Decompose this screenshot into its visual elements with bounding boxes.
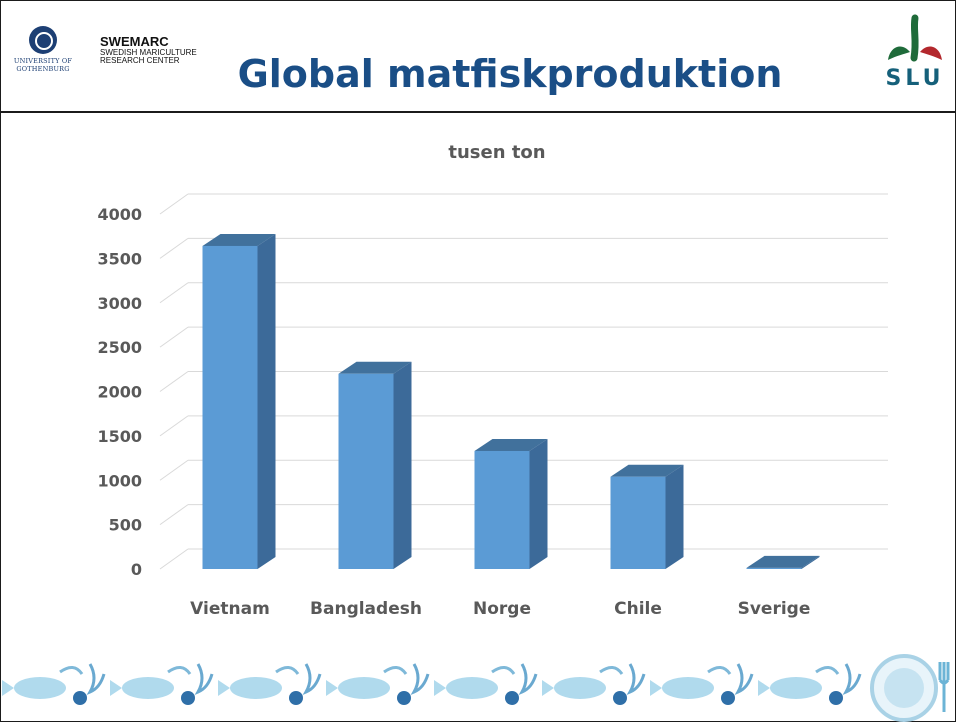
swemarc-name: SWEMARC — [100, 34, 169, 49]
x-tick-label: Bangladesh — [310, 599, 422, 619]
swemarc-logo: SWEMARC SWEDISH MARICULTURE RESEARCH CEN… — [100, 35, 197, 65]
crab-icon — [289, 691, 303, 705]
bar-top — [202, 233, 276, 246]
fish-icon — [122, 677, 174, 699]
gridline-depth — [159, 326, 189, 348]
bar — [610, 476, 666, 569]
university-name-line1: UNIVERSITY OF — [13, 57, 73, 65]
y-tick-label: 3500 — [97, 249, 142, 268]
fish-icon — [446, 677, 498, 699]
bar-top — [338, 361, 412, 374]
crab-icon — [613, 691, 627, 705]
bar-side — [529, 438, 548, 569]
gridline-depth — [159, 193, 189, 215]
university-seal-icon — [29, 26, 57, 54]
y-tick-label: 500 — [109, 516, 142, 535]
gridline-depth — [159, 371, 189, 392]
x-tick-label: Vietnam — [190, 599, 270, 619]
seaweed-icon — [194, 663, 214, 695]
gridline-depth — [159, 237, 189, 259]
fish-icon — [554, 677, 606, 699]
bar-top — [746, 555, 820, 568]
shrimp-icon — [59, 666, 84, 675]
fish-icon — [338, 677, 390, 699]
bar-side — [257, 233, 276, 569]
fish-tail-icon — [758, 680, 770, 696]
university-logo: UNIVERSITY OF GOTHENBURG — [10, 26, 76, 73]
bar-side — [665, 464, 684, 569]
crab-icon — [505, 691, 519, 705]
university-name-line2: GOTHENBURG — [16, 65, 70, 73]
y-tick-label: 1000 — [97, 471, 142, 490]
crab-icon — [73, 691, 87, 705]
crab-icon — [721, 691, 735, 705]
fish-tail-icon — [434, 680, 446, 696]
fish-icon — [662, 677, 714, 699]
seafood-footer-pattern — [2, 654, 950, 722]
fish-tail-icon — [650, 680, 662, 696]
shrimp-icon — [275, 666, 300, 675]
seaweed-icon — [734, 663, 754, 695]
shrimp-icon — [491, 666, 516, 675]
gridline-depth — [159, 459, 189, 481]
fish-icon — [770, 677, 822, 699]
seaweed-icon — [518, 663, 538, 695]
y-tick-label: 1500 — [97, 427, 142, 446]
fish-tail-icon — [326, 680, 338, 696]
gridline-depth — [159, 548, 189, 570]
fork-icon — [938, 662, 950, 712]
crab-icon — [181, 691, 195, 705]
y-tick-label: 4000 — [97, 205, 142, 224]
x-tick-label: Sverige — [738, 599, 811, 619]
seaweed-icon — [842, 663, 862, 695]
y-tick-label: 2000 — [97, 383, 142, 402]
fish-tail-icon — [218, 680, 230, 696]
shrimp-icon — [383, 666, 408, 675]
shrimp-icon — [167, 666, 192, 675]
bar-top — [474, 438, 548, 451]
gridline-depth — [159, 282, 189, 304]
seaweed-icon — [410, 663, 430, 695]
bar-side — [801, 555, 820, 569]
fish-tail-icon — [2, 680, 14, 696]
header-divider — [0, 111, 956, 113]
fish-icon — [230, 677, 282, 699]
y-tick-label: 3000 — [97, 294, 142, 313]
fish-icon — [14, 677, 66, 699]
bar — [746, 567, 802, 569]
bar — [202, 245, 258, 569]
seaweed-icon — [302, 663, 322, 695]
university-name: UNIVERSITY OF GOTHENBURG — [10, 57, 76, 73]
x-tick-label: Norge — [473, 599, 531, 619]
fish-tail-icon — [110, 680, 122, 696]
slu-leaf-icon — [888, 14, 942, 62]
slide-title: Global matfiskproduktion — [237, 52, 783, 96]
crab-icon — [829, 691, 843, 705]
slu-logo-text: SLU — [885, 66, 945, 91]
bar-top — [610, 464, 684, 477]
swemarc-subtitle-line2: RESEARCH CENTER — [100, 56, 180, 65]
x-tick-label: Chile — [614, 599, 662, 619]
bar-side — [393, 361, 412, 569]
gridline-depth — [159, 504, 189, 526]
fish-tail-icon — [542, 680, 554, 696]
shrimp-icon — [815, 666, 840, 675]
chart-title: tusen ton — [448, 142, 545, 163]
y-tick-label: 2500 — [97, 338, 142, 357]
bar — [338, 373, 394, 569]
plate-inner-icon — [884, 668, 924, 708]
swemarc-subtitle-line1: SWEDISH MARICULTURE — [100, 48, 197, 57]
shrimp-icon — [599, 666, 624, 675]
shrimp-icon — [707, 666, 732, 675]
bar — [474, 450, 530, 569]
seaweed-icon — [86, 663, 106, 695]
seaweed-icon — [626, 663, 646, 695]
gridline-depth — [159, 415, 189, 437]
y-tick-label: 0 — [131, 560, 142, 579]
crab-icon — [397, 691, 411, 705]
